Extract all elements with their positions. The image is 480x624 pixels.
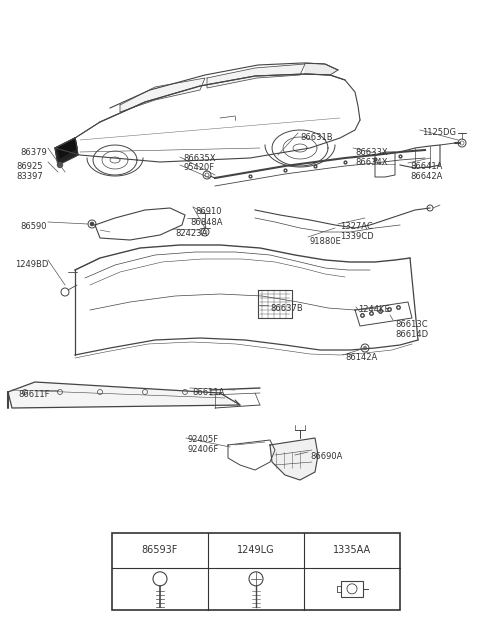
Text: 92405F
92406F: 92405F 92406F xyxy=(188,435,219,454)
Text: 1335AA: 1335AA xyxy=(333,545,371,555)
Text: 86593F: 86593F xyxy=(142,545,178,555)
Polygon shape xyxy=(58,138,77,158)
Text: 95420F: 95420F xyxy=(183,163,214,172)
Text: 86379: 86379 xyxy=(20,148,47,157)
Text: 86910: 86910 xyxy=(195,207,221,216)
Polygon shape xyxy=(305,63,338,75)
Polygon shape xyxy=(8,382,240,408)
Text: 86611F: 86611F xyxy=(18,390,49,399)
Text: 86611A: 86611A xyxy=(192,388,224,397)
Text: 91880E: 91880E xyxy=(310,237,342,246)
Circle shape xyxy=(363,346,367,350)
Polygon shape xyxy=(120,78,205,112)
Bar xyxy=(112,533,400,610)
Text: 1244KE: 1244KE xyxy=(358,305,390,314)
Text: 86637B: 86637B xyxy=(270,304,303,313)
Text: 86635X: 86635X xyxy=(183,154,216,163)
Text: 1125DG: 1125DG xyxy=(422,128,456,137)
Text: 82423A: 82423A xyxy=(175,229,207,238)
Text: 86633X
86634X: 86633X 86634X xyxy=(355,148,388,167)
Text: 86631B: 86631B xyxy=(300,133,333,142)
Text: 1249LG: 1249LG xyxy=(237,545,275,555)
Text: 86848A: 86848A xyxy=(190,218,223,227)
Text: 1249BD: 1249BD xyxy=(15,260,48,269)
Text: 86925
83397: 86925 83397 xyxy=(16,162,43,182)
Text: 86641A
86642A: 86641A 86642A xyxy=(410,162,443,182)
Circle shape xyxy=(58,162,62,167)
Text: 1327AC
1339CD: 1327AC 1339CD xyxy=(340,222,373,241)
Text: 86690A: 86690A xyxy=(310,452,342,461)
Circle shape xyxy=(90,222,94,226)
Text: 86142A: 86142A xyxy=(345,353,377,362)
Polygon shape xyxy=(207,64,305,88)
Polygon shape xyxy=(55,138,78,165)
Polygon shape xyxy=(270,438,318,480)
Bar xyxy=(341,581,363,597)
Text: 86613C
86614D: 86613C 86614D xyxy=(395,320,428,339)
Text: 86590: 86590 xyxy=(20,222,47,231)
